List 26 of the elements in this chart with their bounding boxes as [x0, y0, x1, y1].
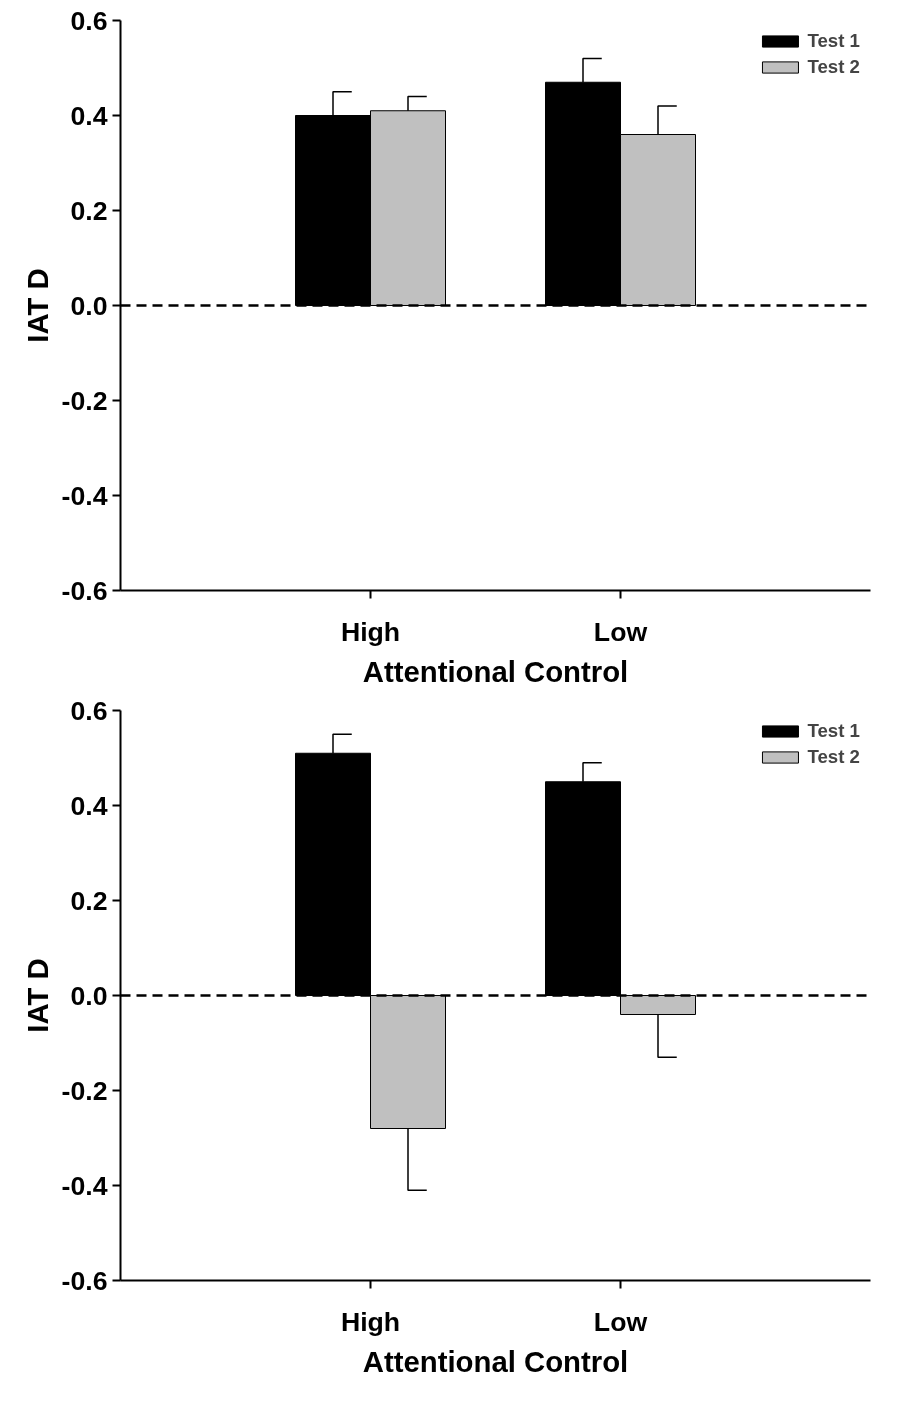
x-tick-label: Low: [593, 616, 648, 647]
y-tick-label: -0.4: [61, 1170, 108, 1201]
y-tick-label: -0.6: [61, 1265, 108, 1296]
y-tick-label: 0.2: [70, 885, 108, 916]
y-tick-label: -0.4: [61, 480, 108, 511]
y-tick-label: 0.0: [70, 290, 108, 321]
y-tick-label: 0.2: [70, 195, 108, 226]
y-axis-title: IAT D: [20, 268, 54, 343]
y-tick-label: 0.6: [70, 5, 108, 36]
x-tick-label: Low: [593, 1306, 648, 1337]
y-tick-label: -0.6: [61, 575, 108, 606]
x-axis-title: Attentional Control: [362, 1344, 629, 1378]
x-tick-label: High: [340, 616, 401, 647]
legend-label: Test 2: [807, 746, 860, 768]
legend-label: Test 2: [807, 56, 860, 78]
y-tick-label: 0.4: [70, 100, 108, 131]
legend-label: Test 1: [807, 720, 860, 742]
y-axis-title: IAT D: [20, 958, 54, 1033]
x-axis-title: Attentional Control: [362, 654, 629, 688]
x-tick-label: High: [340, 1306, 401, 1337]
y-tick-label: -0.2: [61, 385, 108, 416]
y-tick-label: 0.0: [70, 980, 108, 1011]
y-tick-label: -0.2: [61, 1075, 108, 1106]
y-tick-label: 0.6: [70, 695, 108, 726]
legend-label: Test 1: [807, 30, 860, 52]
y-tick-label: 0.4: [70, 790, 108, 821]
